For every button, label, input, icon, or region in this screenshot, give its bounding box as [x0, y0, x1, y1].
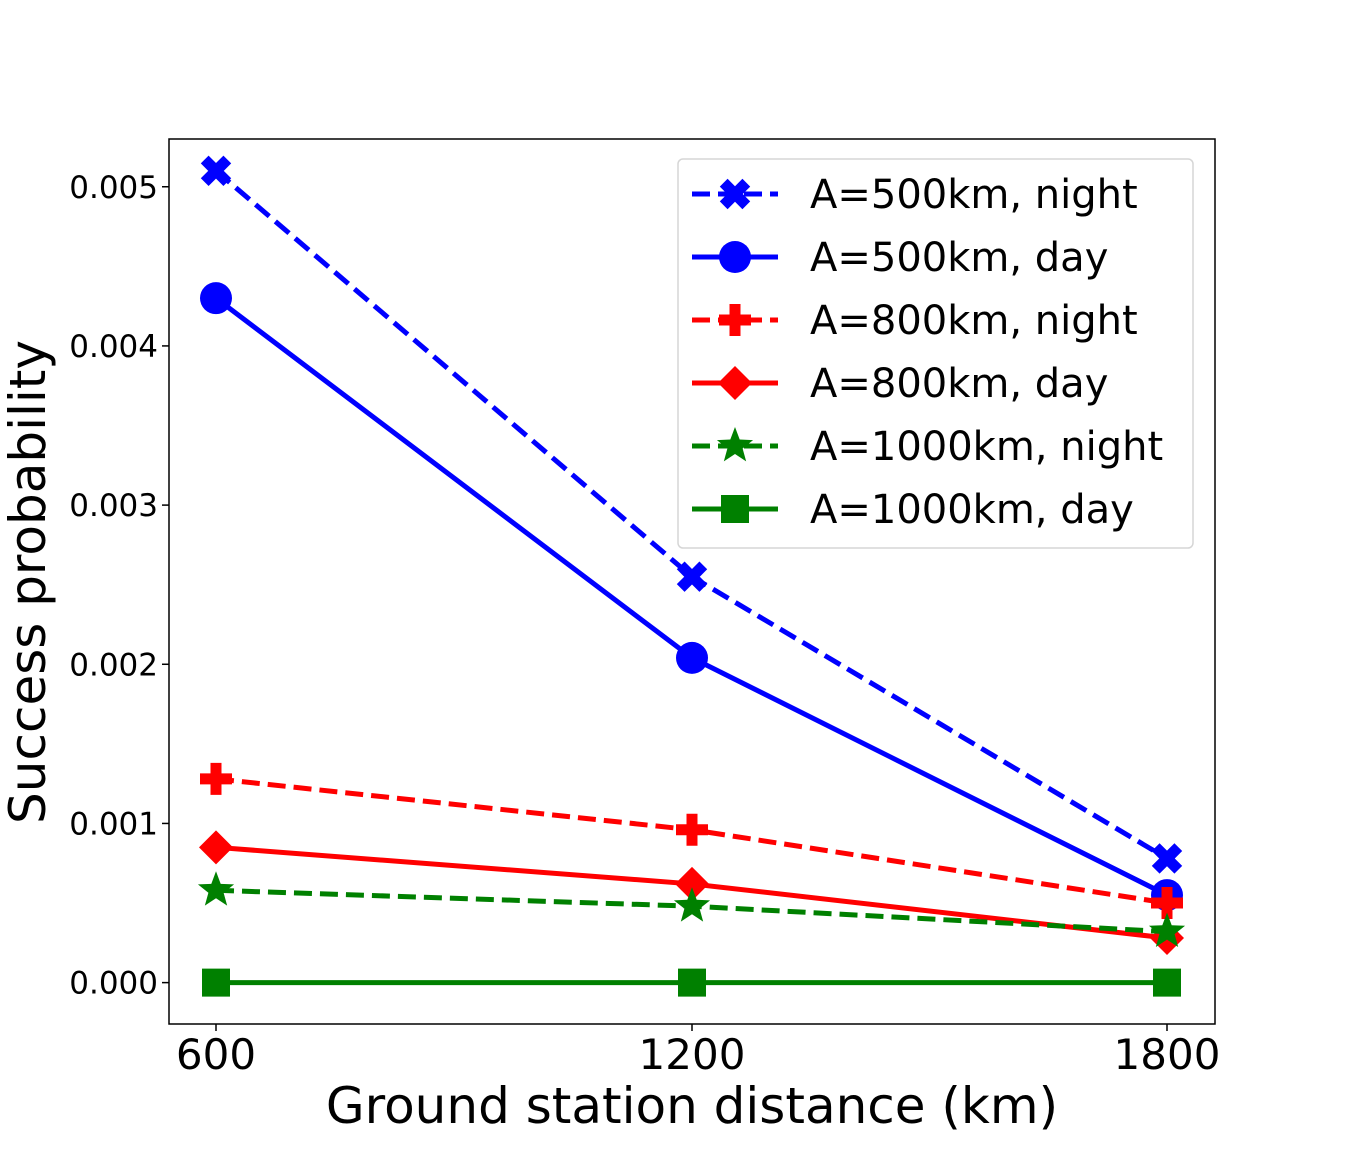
series-3	[200, 762, 1183, 920]
data-point	[199, 830, 233, 865]
data-point	[202, 968, 230, 997]
x-tick-label: 1200	[639, 1030, 746, 1079]
data-point	[675, 866, 709, 901]
legend-label: A=500km, night	[810, 172, 1138, 218]
legend-marker	[721, 495, 749, 523]
data-point	[197, 871, 235, 906]
series-layer	[197, 155, 1186, 997]
legend-item: A=1000km, night	[692, 424, 1163, 470]
y-axis-title: Success probability	[0, 340, 57, 824]
legend-marker	[719, 178, 751, 210]
y-axis: 0.000 0.001 0.002 0.003 0.004 0.005	[69, 170, 169, 1002]
data-point	[676, 641, 708, 674]
data-point	[673, 887, 711, 922]
series-5	[197, 871, 1186, 948]
legend-item: A=800km, night	[692, 298, 1138, 344]
legend-frame	[677, 158, 1194, 549]
legend: A=500km, night A=500km, day A=800km, night…	[677, 158, 1194, 549]
legend-label: A=1000km, day	[810, 487, 1134, 533]
legend-item: A=500km, night	[692, 172, 1138, 218]
y-tick-label: 0.000	[69, 966, 158, 1002]
y-tick-label: 0.002	[69, 647, 158, 683]
data-point	[678, 968, 706, 997]
legend-label: A=800km, day	[810, 361, 1108, 407]
legend-marker	[716, 427, 754, 462]
legend-marker	[718, 366, 752, 400]
data-point	[200, 282, 232, 315]
legend-item: A=800km, day	[692, 361, 1108, 407]
y-tick-label: 0.003	[69, 488, 158, 524]
x-tick-label: 600	[176, 1030, 256, 1079]
x-axis-title: Ground station distance (km)	[326, 1077, 1058, 1135]
series-6	[202, 968, 1181, 997]
legend-label: A=800km, night	[810, 298, 1138, 344]
y-tick-label: 0.005	[69, 170, 158, 206]
data-point	[1148, 912, 1186, 948]
series-1	[200, 155, 1183, 874]
data-point	[200, 762, 232, 795]
y-tick-label: 0.004	[69, 329, 158, 365]
legend-item: A=1000km, day	[692, 487, 1134, 533]
data-point	[200, 155, 232, 187]
legend-marker	[719, 304, 751, 336]
legend-label: A=1000km, night	[810, 424, 1163, 470]
data-point	[1153, 968, 1181, 997]
data-point	[676, 561, 708, 592]
data-point	[676, 813, 708, 846]
data-point	[1151, 843, 1183, 874]
y-tick-label: 0.001	[69, 806, 158, 842]
data-point	[1151, 887, 1183, 920]
legend-item: A=500km, day	[692, 235, 1108, 281]
x-tick-label: 1800	[1114, 1030, 1221, 1079]
legend-marker	[719, 241, 751, 273]
legend-label: A=500km, day	[810, 235, 1108, 281]
x-axis: 600 1200 1800	[176, 1024, 1221, 1079]
